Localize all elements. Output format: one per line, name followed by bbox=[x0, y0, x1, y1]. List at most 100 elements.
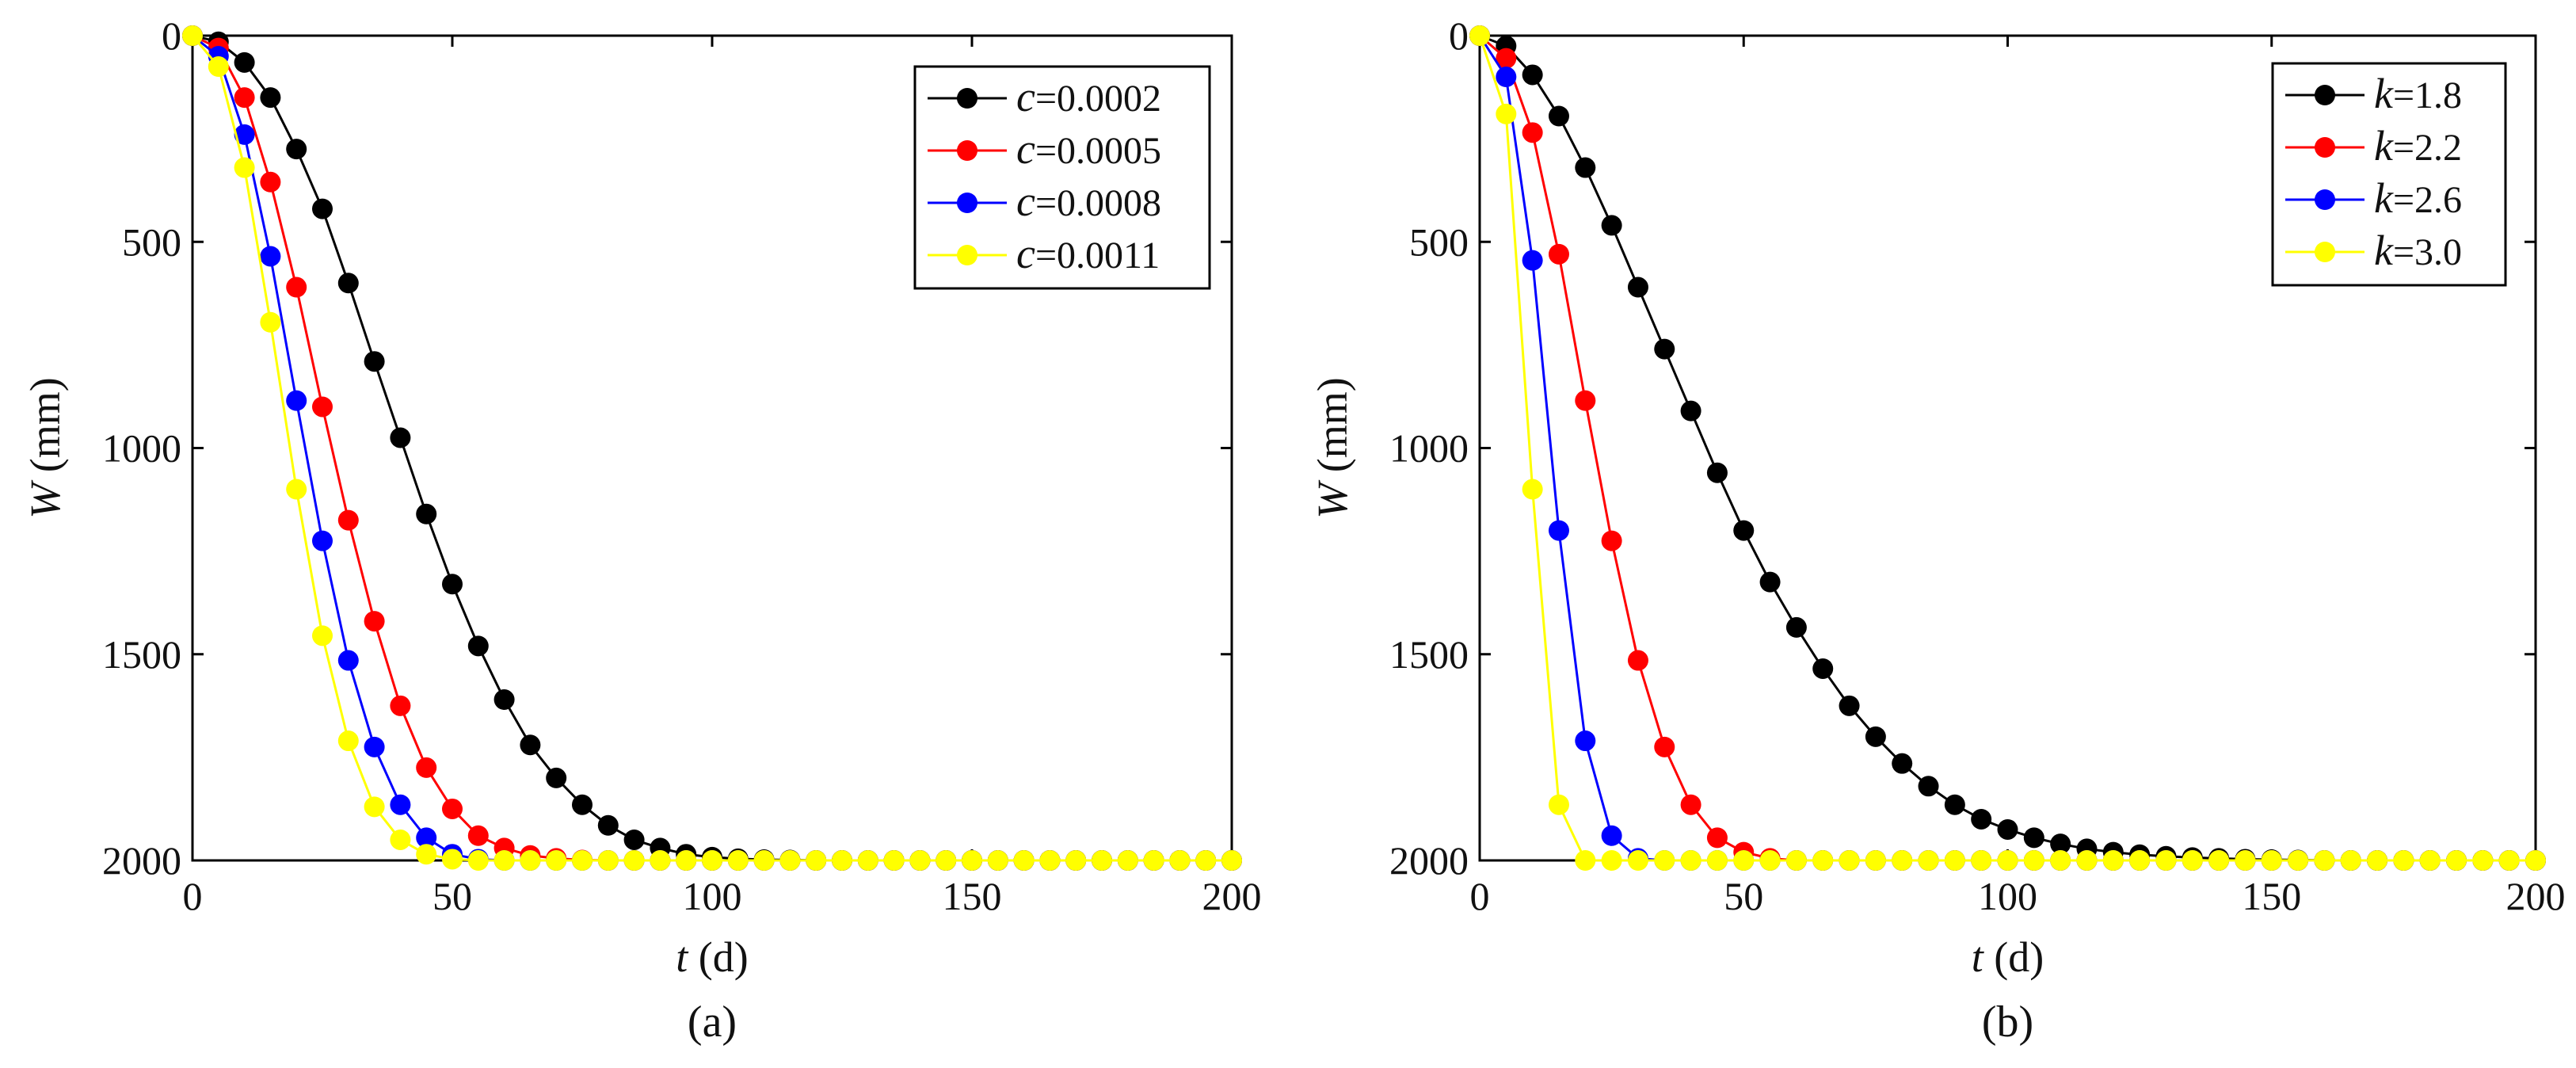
legend-marker bbox=[2315, 189, 2335, 210]
data-point bbox=[1918, 850, 1939, 871]
legend-marker bbox=[2315, 242, 2335, 262]
x-axis-label-unit: (d) bbox=[688, 933, 748, 981]
data-point bbox=[2235, 850, 2256, 871]
data-point bbox=[572, 794, 593, 815]
data-point bbox=[909, 850, 931, 871]
data-point bbox=[312, 625, 333, 647]
data-point bbox=[493, 850, 515, 871]
x-tick-label: 100 bbox=[1978, 874, 2037, 918]
data-point bbox=[467, 635, 489, 657]
data-point bbox=[2129, 850, 2151, 871]
legend-label: k=1.8 bbox=[2374, 70, 2462, 117]
data-point bbox=[546, 767, 567, 788]
data-point bbox=[1971, 808, 1992, 830]
data-point bbox=[286, 139, 307, 160]
data-point bbox=[1733, 850, 1755, 871]
data-point bbox=[1117, 850, 1138, 871]
data-point bbox=[2050, 850, 2071, 871]
legend-var: c bbox=[1016, 230, 1035, 277]
data-point bbox=[337, 509, 359, 531]
data-point bbox=[312, 396, 333, 418]
data-point bbox=[650, 850, 671, 871]
data-point bbox=[1522, 250, 1543, 271]
data-point bbox=[416, 503, 437, 524]
y-tick-label: 500 bbox=[122, 219, 181, 264]
data-point bbox=[1865, 850, 1886, 871]
data-point bbox=[234, 157, 255, 178]
data-point bbox=[1812, 850, 1834, 871]
data-point bbox=[2050, 833, 2071, 855]
data-point bbox=[1759, 571, 1781, 593]
data-point bbox=[2525, 850, 2546, 871]
data-point bbox=[1997, 850, 2018, 871]
legend-value: =0.0008 bbox=[1035, 182, 1161, 224]
x-axis-label: t (d) bbox=[1972, 933, 2044, 981]
data-point bbox=[1654, 850, 1675, 871]
legend-label: c=0.0011 bbox=[1016, 230, 1160, 277]
data-point bbox=[1039, 850, 1061, 871]
y-axis-label-unit: (mm) bbox=[1309, 377, 1356, 483]
data-point bbox=[1706, 827, 1728, 849]
data-point bbox=[286, 390, 307, 411]
data-point bbox=[182, 25, 203, 46]
data-point bbox=[2498, 850, 2520, 871]
data-point bbox=[234, 87, 255, 109]
legend-var: k bbox=[2374, 122, 2394, 170]
data-point bbox=[260, 246, 281, 267]
legend-var: c bbox=[1016, 177, 1035, 225]
data-point bbox=[546, 850, 567, 871]
legend-var: k bbox=[2374, 70, 2394, 117]
data-point bbox=[597, 850, 619, 871]
data-point bbox=[1654, 338, 1675, 360]
data-point bbox=[1944, 850, 1965, 871]
legend-value: =1.8 bbox=[2393, 74, 2462, 116]
data-point bbox=[467, 850, 489, 871]
data-point bbox=[208, 56, 229, 78]
legend-var: c bbox=[1016, 125, 1035, 173]
data-point bbox=[1496, 48, 1517, 69]
data-point bbox=[1680, 850, 1701, 871]
data-point bbox=[2314, 850, 2335, 871]
y-axis-label-var: W bbox=[21, 479, 69, 519]
y-tick-label: 500 bbox=[1409, 219, 1469, 264]
panel-caption: (a) bbox=[688, 997, 737, 1047]
data-point bbox=[2367, 850, 2388, 871]
legend-var: k bbox=[2374, 227, 2394, 274]
data-point bbox=[260, 87, 281, 109]
series-3 bbox=[182, 25, 1242, 871]
legend-label: c=0.0005 bbox=[1016, 125, 1161, 173]
x-tick-label: 200 bbox=[2506, 874, 2566, 918]
data-point bbox=[2023, 827, 2044, 849]
data-point bbox=[416, 757, 437, 778]
data-point bbox=[493, 689, 515, 711]
data-point bbox=[1706, 850, 1728, 871]
data-point bbox=[1680, 400, 1701, 421]
data-point bbox=[416, 844, 437, 865]
legend-value: =0.0005 bbox=[1035, 130, 1161, 172]
data-point bbox=[753, 850, 775, 871]
data-point bbox=[1839, 695, 1860, 716]
data-point bbox=[2261, 850, 2282, 871]
legend-var: c bbox=[1016, 73, 1035, 120]
x-tick-label: 100 bbox=[683, 874, 742, 918]
data-point bbox=[623, 829, 645, 850]
legend-label: k=2.6 bbox=[2374, 174, 2462, 222]
legend-marker bbox=[957, 193, 977, 213]
legend-label: c=0.0002 bbox=[1016, 73, 1161, 120]
legend-marker bbox=[957, 245, 977, 265]
data-point bbox=[883, 850, 905, 871]
series-3 bbox=[1469, 25, 2546, 871]
x-axis-label: t (d) bbox=[676, 933, 748, 981]
legend-label: k=3.0 bbox=[2374, 227, 2462, 274]
data-point bbox=[936, 850, 957, 871]
data-point bbox=[442, 574, 463, 595]
x-axis-label-var: t bbox=[676, 933, 689, 981]
legend-var: k bbox=[2374, 174, 2394, 222]
x-tick-label: 0 bbox=[183, 874, 203, 918]
y-tick-label: 1500 bbox=[102, 632, 181, 677]
data-point bbox=[312, 198, 333, 219]
data-point bbox=[962, 850, 982, 871]
data-point bbox=[1601, 215, 1622, 236]
